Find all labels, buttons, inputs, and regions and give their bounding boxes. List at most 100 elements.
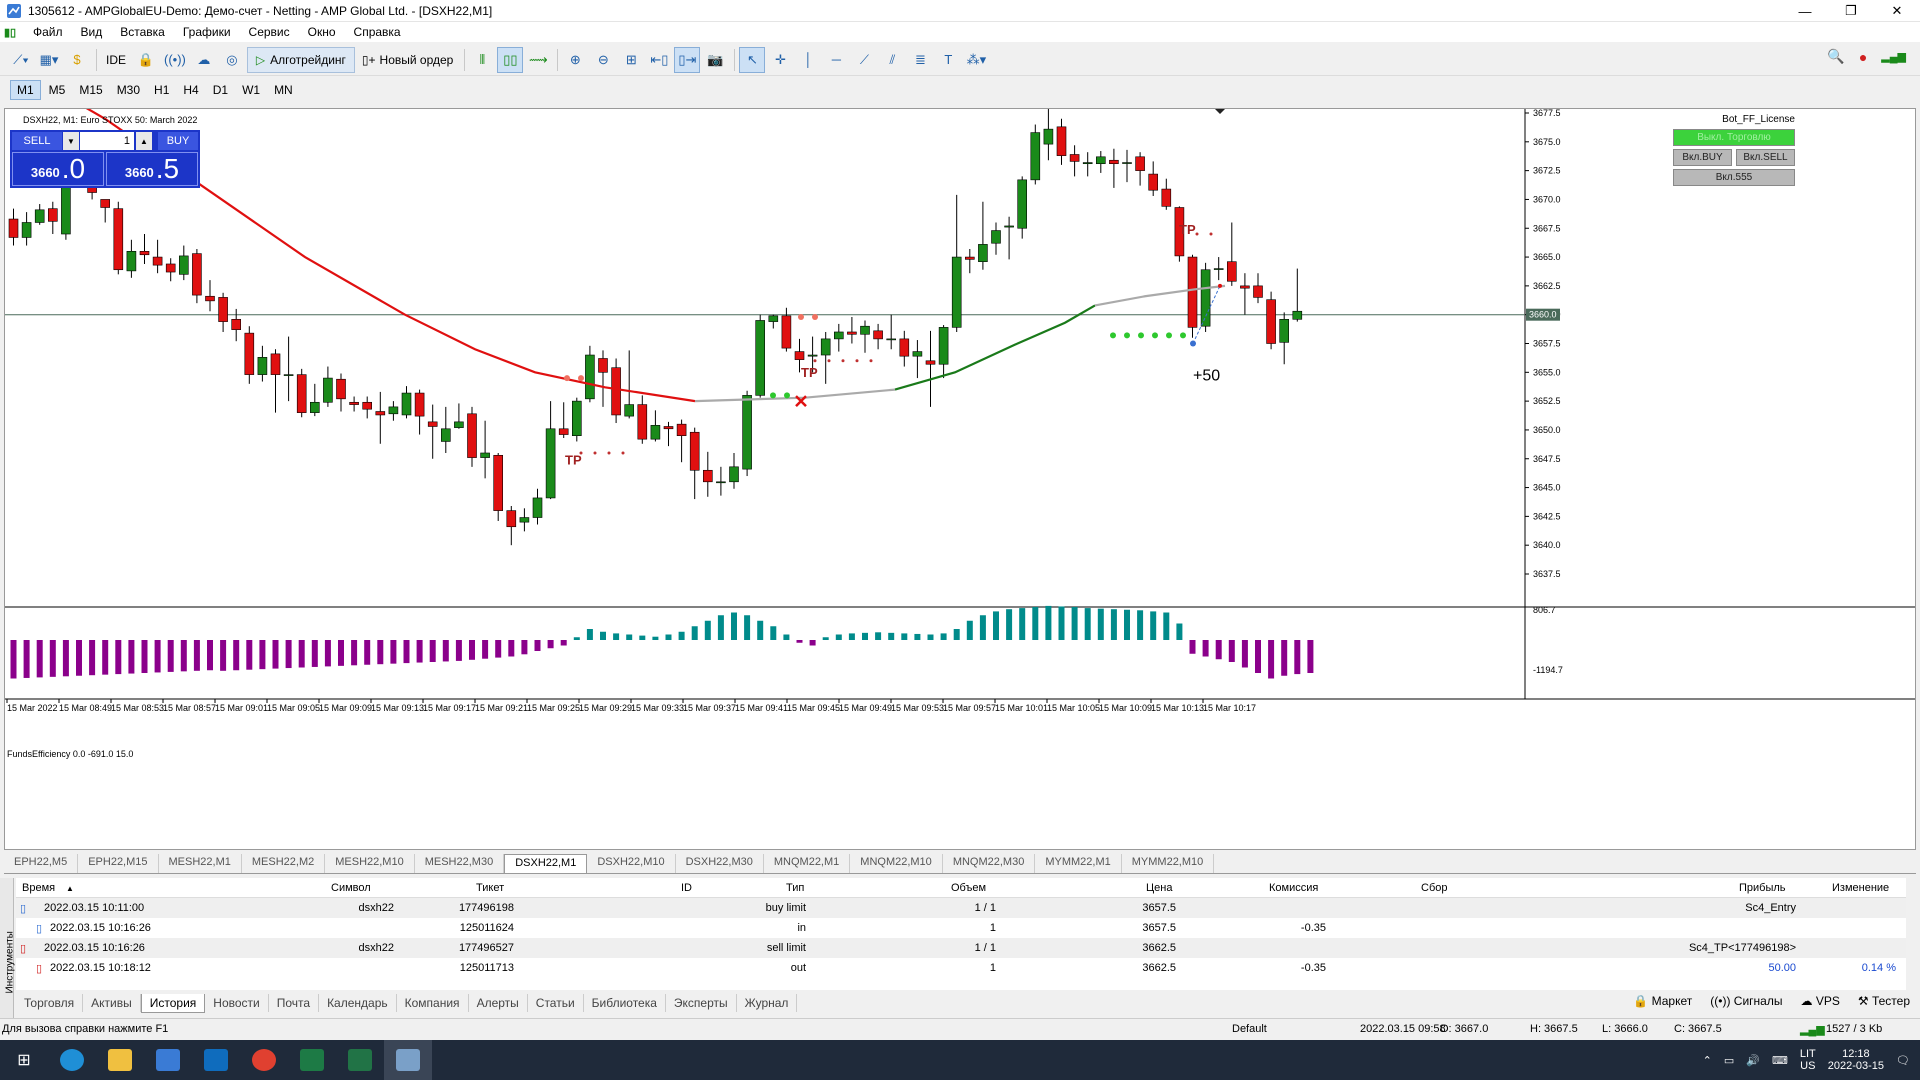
candles-icon[interactable]: ▯▯ bbox=[497, 46, 524, 73]
menu-charts[interactable]: Графики bbox=[182, 25, 231, 39]
on555-button[interactable]: Вкл.555 bbox=[1673, 169, 1795, 186]
menu-insert[interactable]: Вставка bbox=[120, 25, 165, 39]
grid-icon[interactable]: ⊞ bbox=[625, 51, 637, 67]
table-row[interactable]: ▯ 2022.03.15 10:11:00 dsxh22 177496198 buy l… bbox=[16, 898, 1906, 918]
sheets-icon[interactable] bbox=[288, 1040, 336, 1080]
menu-file[interactable]: Файл bbox=[33, 25, 63, 39]
fibonacci-icon[interactable]: ≣ bbox=[914, 51, 926, 67]
menu-help[interactable]: Справка bbox=[353, 25, 401, 39]
toolbox-side-tab[interactable]: Инструменты bbox=[0, 878, 16, 1018]
autoscroll-icon[interactable]: ⇤▯ bbox=[650, 51, 669, 67]
metatrader-icon[interactable] bbox=[384, 1040, 432, 1080]
crosshair-icon[interactable]: ✛ bbox=[774, 51, 786, 67]
search-icon[interactable]: 🔍 bbox=[1827, 48, 1845, 64]
profiles-icon[interactable]: ▦▾ bbox=[39, 51, 59, 67]
bottom-tab[interactable]: Торговля bbox=[16, 994, 84, 1012]
tf-m1[interactable]: M1 bbox=[10, 80, 41, 100]
bottom-tab[interactable]: Алерты bbox=[469, 994, 528, 1012]
table-row[interactable]: ▯ 2022.03.15 10:16:26 dsxh22 177496527 sell … bbox=[16, 938, 1906, 958]
volume-up-icon[interactable]: ▲ bbox=[136, 132, 152, 150]
network-icon[interactable]: ▭ bbox=[1723, 1054, 1735, 1067]
chart-tab[interactable]: MYMM22,M1 bbox=[1035, 854, 1122, 873]
tf-m5[interactable]: M5 bbox=[48, 83, 66, 97]
chrome-icon[interactable] bbox=[240, 1040, 288, 1080]
vps-link[interactable]: ☁ VPS bbox=[1800, 994, 1840, 1008]
signals-link[interactable]: ((•)) Сигналы bbox=[1710, 994, 1783, 1008]
trade-off-button[interactable]: Выкл. Торговлю bbox=[1673, 129, 1795, 146]
market-icon[interactable]: $ bbox=[73, 52, 81, 67]
chart-tab[interactable]: EPH22,M15 bbox=[78, 854, 159, 873]
buy-price[interactable]: 3660.5 bbox=[106, 152, 198, 186]
market-link[interactable]: 🔒 Маркет bbox=[1633, 994, 1693, 1008]
restore-button[interactable]: ❐ bbox=[1845, 3, 1857, 18]
tester-link[interactable]: ⚒ Тестер bbox=[1857, 994, 1910, 1008]
text-icon[interactable]: T bbox=[944, 52, 953, 67]
chart-tab[interactable]: DSXH22,M10 bbox=[587, 854, 676, 873]
bottom-tab[interactable]: Активы bbox=[83, 994, 141, 1012]
bottom-tab[interactable]: Статьи bbox=[528, 994, 584, 1012]
chart-tab[interactable]: MNQM22,M10 bbox=[850, 854, 943, 873]
mail-icon[interactable] bbox=[144, 1040, 192, 1080]
vps-icon[interactable]: ◎ bbox=[226, 51, 238, 67]
buy-button[interactable]: BUY bbox=[158, 132, 198, 150]
price-chart[interactable]: 3677.5 3675.0 3672.5 3670.0 3667.5 3665.0 3662… bbox=[5, 109, 1915, 849]
table-row[interactable]: ▯ 2022.03.15 10:16:26 125011624 in 1 3657.5 -0… bbox=[16, 918, 1906, 938]
signal-strength-icon[interactable]: ▂▄▆ bbox=[1881, 51, 1906, 63]
bottom-tab[interactable]: История bbox=[140, 993, 206, 1013]
channel-icon[interactable]: ⫽ bbox=[889, 51, 896, 67]
horizontal-line-icon[interactable]: ─ bbox=[831, 52, 842, 67]
minimize-button[interactable]: — bbox=[1798, 3, 1812, 19]
signal-icon[interactable]: ((•)) bbox=[164, 52, 186, 67]
zoom-in-icon[interactable]: ⊕ bbox=[569, 51, 581, 67]
chart-tab[interactable]: MYMM22,M10 bbox=[1122, 854, 1215, 873]
chart-tab[interactable]: MESH22,M30 bbox=[415, 854, 505, 873]
col-volume[interactable]: Объем bbox=[951, 882, 987, 894]
new-chart-icon[interactable]: ⟋▾ bbox=[13, 51, 29, 67]
tf-mn[interactable]: MN bbox=[274, 83, 293, 97]
bottom-tab[interactable]: Компания bbox=[397, 994, 469, 1012]
tf-d1[interactable]: D1 bbox=[212, 83, 229, 97]
explorer-icon[interactable] bbox=[96, 1040, 144, 1080]
col-profit[interactable]: Прибыль bbox=[1739, 882, 1786, 894]
new-order-button[interactable]: ▯+ Новый ордер bbox=[361, 52, 454, 67]
col-fee[interactable]: Сбор bbox=[1421, 882, 1448, 894]
status-profile[interactable]: Default bbox=[1232, 1023, 1267, 1035]
volume-icon[interactable]: 🔊 bbox=[1746, 1054, 1760, 1067]
bottom-tab[interactable]: Эксперты bbox=[666, 994, 737, 1012]
chart-tab[interactable]: MNQM22,M30 bbox=[943, 854, 1036, 873]
tf-h1[interactable]: H1 bbox=[154, 83, 170, 97]
menu-view[interactable]: Вид bbox=[80, 25, 103, 39]
algotrading-button[interactable]: ▷ Алготрейдинг bbox=[246, 46, 355, 73]
lock-icon[interactable]: 🔒 bbox=[137, 51, 155, 67]
sell-price[interactable]: 3660.0 bbox=[12, 152, 104, 186]
col-type[interactable]: Тип bbox=[786, 882, 805, 894]
bottom-tab[interactable]: Библиотека bbox=[584, 994, 666, 1012]
col-price[interactable]: Цена bbox=[1146, 882, 1173, 894]
bar-chart-icon[interactable]: ⫴ bbox=[479, 51, 486, 67]
close-button[interactable]: ✕ bbox=[1891, 3, 1903, 18]
keyboard-icon[interactable]: ⌨ bbox=[1771, 1054, 1788, 1067]
chart-tab[interactable]: MESH22,M10 bbox=[325, 854, 415, 873]
cursor-icon[interactable]: ↖ bbox=[739, 46, 766, 73]
bottom-tab[interactable]: Почта bbox=[269, 994, 320, 1012]
chart-tab[interactable]: DSXH22,M30 bbox=[676, 854, 764, 873]
volume-input[interactable]: 1 bbox=[80, 132, 134, 150]
language-indicator[interactable]: LIT US bbox=[1799, 1048, 1816, 1072]
sell-button[interactable]: SELL bbox=[12, 132, 62, 150]
chart-tab[interactable]: DSXH22,M1 bbox=[504, 854, 588, 873]
chart-menu-icon[interactable]: ▮▯ bbox=[4, 26, 17, 39]
chart-tab[interactable]: MESH22,M1 bbox=[159, 854, 242, 873]
tf-w1[interactable]: W1 bbox=[242, 83, 261, 97]
sell-on-button[interactable]: Вкл.SELL bbox=[1736, 149, 1795, 166]
col-change[interactable]: Изменение bbox=[1832, 882, 1890, 894]
col-symbol[interactable]: Символ bbox=[331, 882, 371, 894]
col-time[interactable]: Время bbox=[22, 882, 56, 894]
volume-down-icon[interactable]: ▼ bbox=[63, 132, 79, 150]
outlook-icon[interactable] bbox=[192, 1040, 240, 1080]
tf-h4[interactable]: H4 bbox=[183, 83, 199, 97]
col-id[interactable]: ID bbox=[681, 882, 692, 894]
start-icon[interactable]: ⊞ bbox=[17, 1052, 31, 1069]
trendline-icon[interactable]: ⟋ bbox=[859, 51, 869, 67]
chart-tab[interactable]: MESH22,M2 bbox=[242, 854, 326, 873]
menu-tools[interactable]: Сервис bbox=[248, 25, 290, 39]
